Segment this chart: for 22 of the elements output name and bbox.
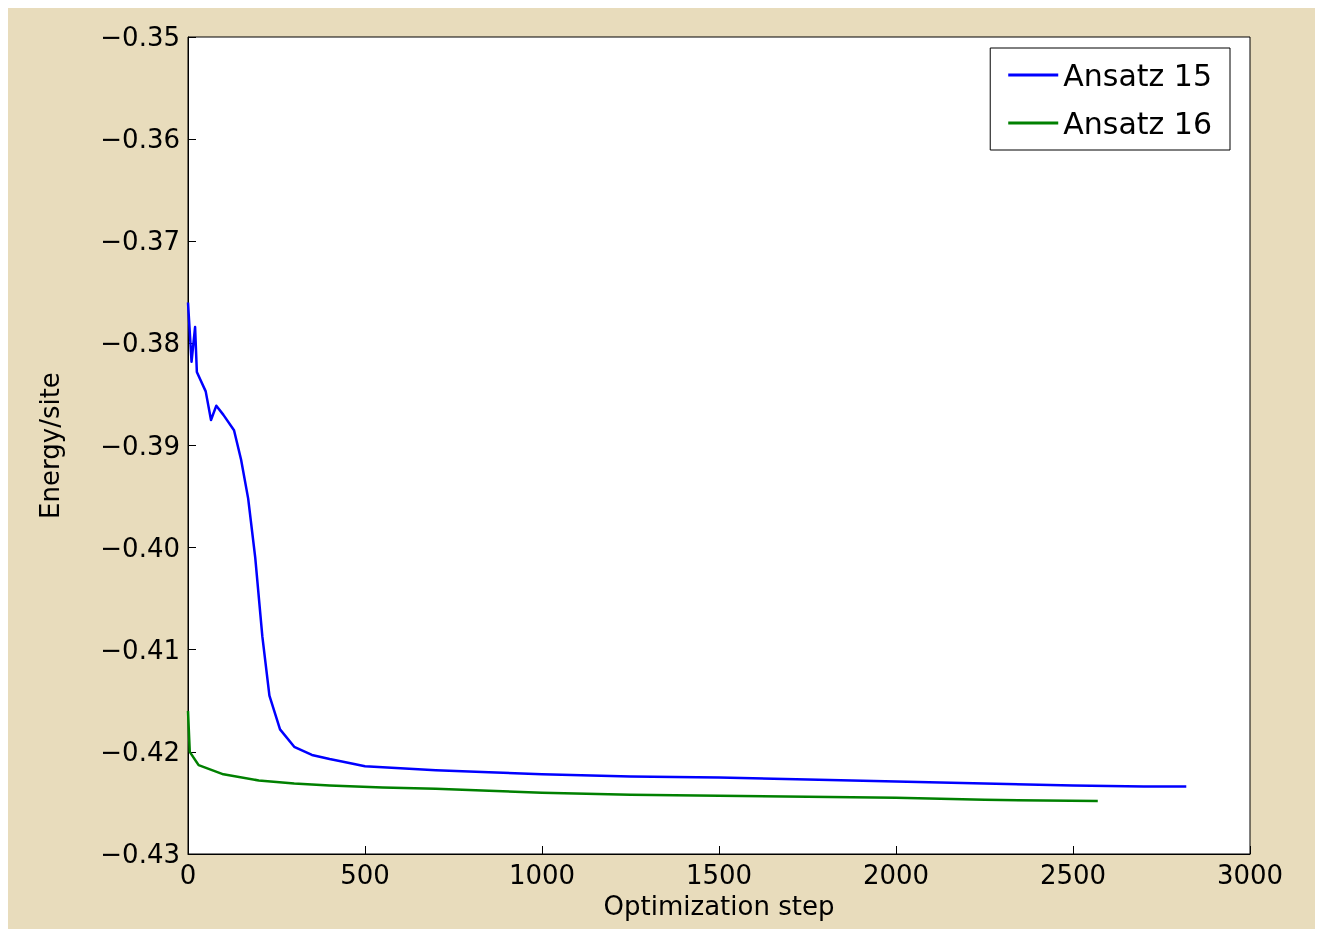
y-tick-label: −0.36 xyxy=(100,124,180,155)
x-tick-label: 500 xyxy=(340,860,390,890)
x-axis-title: Optimization step xyxy=(603,890,835,921)
line-series xyxy=(186,709,1100,803)
x-tick-label: 1000 xyxy=(508,860,576,890)
y-tick-label: −0.40 xyxy=(100,532,180,563)
y-tick-label: −0.42 xyxy=(100,736,180,767)
y-tick-label: −0.43 xyxy=(100,839,180,869)
y-tick-label: −0.41 xyxy=(100,634,180,665)
y-tick-label: −0.35 xyxy=(100,22,180,52)
x-tick-label: 0 xyxy=(179,860,197,890)
y-tick-label: −0.39 xyxy=(100,430,180,461)
x-tick-label: 2000 xyxy=(862,860,930,890)
y-tick-label: −0.37 xyxy=(100,226,180,257)
line-series xyxy=(186,301,1188,788)
y-axis-title: Energy/site xyxy=(35,372,65,519)
x-tick-label: 1500 xyxy=(685,860,753,890)
x-tick-label: 3000 xyxy=(1216,860,1284,890)
legend-label: Ansatz 15 xyxy=(1063,57,1213,93)
x-tick-label: 2500 xyxy=(1039,860,1107,890)
y-tick-label: −0.38 xyxy=(100,328,180,359)
legend-label: Ansatz 16 xyxy=(1063,105,1213,141)
